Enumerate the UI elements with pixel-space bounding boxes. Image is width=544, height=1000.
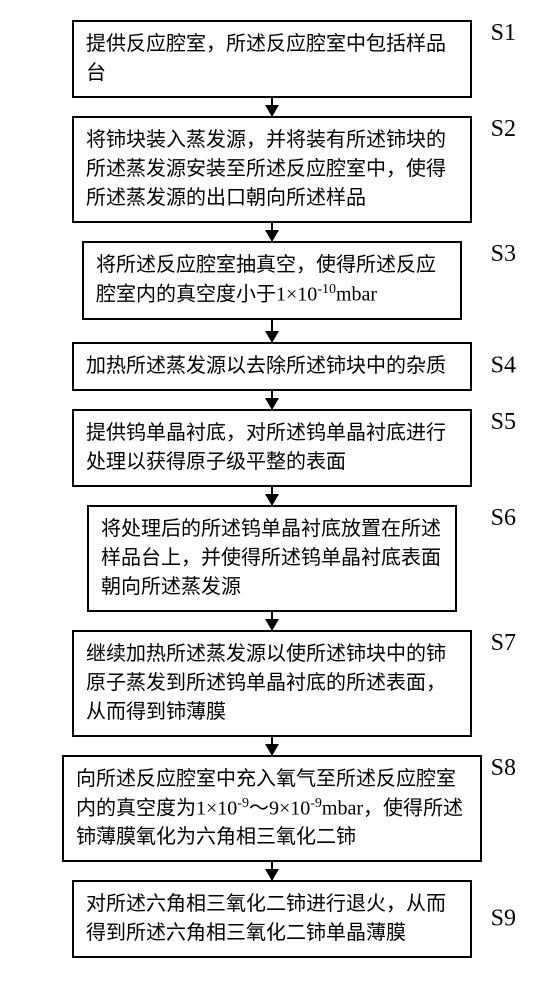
- step-row: 提供反应腔室，所述反应腔室中包括样品台 S1: [10, 20, 534, 98]
- step-label: S3: [491, 241, 516, 268]
- arrow: [10, 391, 534, 409]
- step-row: 将所述反应腔室抽真空，使得所述反应腔室内的真空度小于1×10-10mbar S3: [10, 241, 534, 320]
- step-row: 对所述六角相三氧化二铈进行退火，从而得到所述六角相三氧化二铈单晶薄膜 S9: [10, 880, 534, 958]
- step-box: 向所述反应腔室中充入氧气至所述反应腔室内的真空度为1×10-9～9×10-9mb…: [62, 755, 482, 863]
- arrow: [10, 98, 534, 116]
- step-box: 将所述反应腔室抽真空，使得所述反应腔室内的真空度小于1×10-10mbar: [82, 241, 462, 320]
- step-label: S4: [491, 353, 516, 380]
- arrow: [10, 737, 534, 755]
- step-box: 将处理后的所述钨单晶衬底放置在所述样品台上，并使得所述钨单晶衬底表面朝向所述蒸发…: [87, 505, 457, 612]
- step-box: 将铈块装入蒸发源，并将装有所述铈块的所述蒸发源安装至所述反应腔室中，使得所述蒸发…: [72, 116, 472, 223]
- step-box: 提供反应腔室，所述反应腔室中包括样品台: [72, 20, 472, 98]
- step-label: S7: [491, 630, 516, 657]
- step-label: S6: [491, 505, 516, 532]
- step-row: 向所述反应腔室中充入氧气至所述反应腔室内的真空度为1×10-9～9×10-9mb…: [10, 755, 534, 863]
- step-label: S8: [491, 755, 516, 782]
- step-row: 将铈块装入蒸发源，并将装有所述铈块的所述蒸发源安装至所述反应腔室中，使得所述蒸发…: [10, 116, 534, 223]
- step-box: 对所述六角相三氧化二铈进行退火，从而得到所述六角相三氧化二铈单晶薄膜: [72, 880, 472, 958]
- step-row: 提供钨单晶衬底，对所述钨单晶衬底进行处理以获得原子级平整的表面 S5: [10, 409, 534, 487]
- arrow: [10, 320, 534, 342]
- step-box: 继续加热所述蒸发源以使所述铈块中的铈原子蒸发到所述钨单晶衬底的所述表面，从而得到…: [72, 630, 472, 737]
- arrow: [10, 862, 534, 880]
- arrow: [10, 612, 534, 630]
- arrow: [10, 223, 534, 241]
- step-label: S1: [491, 20, 516, 47]
- step-row: 继续加热所述蒸发源以使所述铈块中的铈原子蒸发到所述钨单晶衬底的所述表面，从而得到…: [10, 630, 534, 737]
- process-flowchart: 提供反应腔室，所述反应腔室中包括样品台 S1 将铈块装入蒸发源，并将装有所述铈块的所…: [10, 20, 534, 958]
- step-box: 提供钨单晶衬底，对所述钨单晶衬底进行处理以获得原子级平整的表面: [72, 409, 472, 487]
- step-box: 加热所述蒸发源以去除所述铈块中的杂质: [72, 342, 472, 391]
- step-row: 加热所述蒸发源以去除所述铈块中的杂质 S4: [10, 342, 534, 391]
- step-row: 将处理后的所述钨单晶衬底放置在所述样品台上，并使得所述钨单晶衬底表面朝向所述蒸发…: [10, 505, 534, 612]
- step-label: S5: [491, 409, 516, 436]
- arrow: [10, 487, 534, 505]
- step-label: S2: [491, 116, 516, 143]
- step-label: S9: [491, 906, 516, 933]
